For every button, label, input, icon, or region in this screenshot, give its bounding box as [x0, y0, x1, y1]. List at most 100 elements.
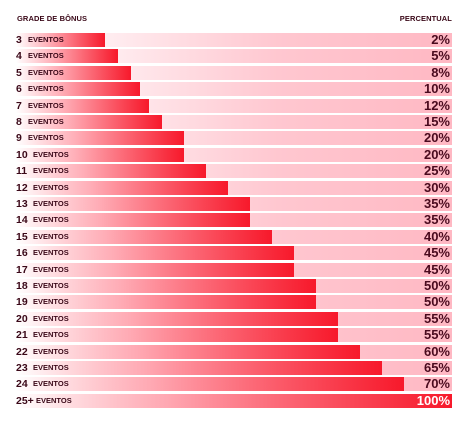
bonus-grade-number: 9 [16, 132, 22, 145]
bar-track [16, 49, 452, 64]
bar [16, 197, 250, 211]
events-label: EVENTOS [33, 297, 69, 307]
percentage-label: 2% [431, 32, 450, 47]
bar [16, 180, 228, 195]
bar-row: 15 EVENTOS 40% [16, 228, 452, 244]
bar [16, 279, 316, 293]
events-label: EVENTOS [33, 231, 69, 241]
events-label: EVENTOS [33, 264, 69, 274]
events-label: EVENTOS [28, 84, 64, 94]
bar [16, 262, 294, 277]
bar [16, 33, 105, 47]
bar-track [16, 33, 452, 47]
events-label: EVENTOS [36, 395, 72, 405]
events-label: EVENTOS [28, 35, 64, 44]
bar-row: 24 EVENTOS 70% [16, 376, 452, 392]
percentage-label: 15% [423, 114, 450, 129]
bar-row: 20 EVENTOS 55% [16, 310, 452, 326]
bonus-grade-number: 24 [16, 378, 28, 391]
bonus-grade-number: 12 [16, 181, 28, 194]
bar-row: 10 EVENTOS 20% [16, 146, 452, 162]
bonus-grade-number: 15 [16, 230, 28, 243]
bar-row: 11 EVENTOS 25% [16, 163, 452, 179]
bar [16, 115, 162, 129]
events-label: EVENTOS [33, 248, 69, 258]
bar [16, 82, 140, 97]
bar [16, 361, 382, 375]
bonus-grade-number: 6 [16, 83, 22, 96]
bonus-grade-number: 19 [16, 296, 28, 309]
bonus-grade-number: 23 [16, 362, 28, 374]
bonus-grade-number: 11 [16, 165, 28, 178]
percentage-label: 50% [423, 294, 450, 310]
percentage-label: 70% [423, 376, 450, 392]
bar [16, 65, 131, 80]
percentage-label: 20% [423, 146, 450, 162]
bar [16, 377, 404, 392]
events-label: EVENTOS [33, 215, 69, 225]
bonus-grade-number: 20 [16, 312, 28, 325]
bar [16, 295, 316, 310]
bonus-grade-number: 18 [16, 280, 28, 292]
percentage-label: 55% [423, 327, 450, 343]
events-label: EVENTOS [28, 117, 64, 126]
events-label: EVENTOS [33, 363, 69, 372]
percentage-label: 40% [423, 228, 450, 244]
bar [16, 311, 338, 326]
percentage-label: 20% [423, 130, 450, 146]
bar-row: 23 EVENTOS 65% [16, 361, 452, 375]
bonus-grade-number: 16 [16, 247, 28, 260]
bonus-grade-number: 25+ [16, 394, 34, 407]
bonus-grade-number: 4 [16, 50, 22, 63]
percentage-label: 30% [423, 179, 450, 195]
bonus-grade-number: 17 [16, 263, 28, 276]
bar-row: 7 EVENTOS 12% [16, 98, 452, 113]
percentage-label: 10% [423, 81, 450, 97]
bar-row: 18 EVENTOS 50% [16, 279, 452, 293]
bar-row: 6 EVENTOS 10% [16, 81, 452, 97]
bar-row: 13 EVENTOS 35% [16, 197, 452, 211]
events-label: EVENTOS [28, 133, 64, 143]
events-label: EVENTOS [28, 51, 64, 61]
percentage-label: 100% [416, 392, 450, 408]
bar-row: 19 EVENTOS 50% [16, 294, 452, 310]
bar-row: 3 EVENTOS 2% [16, 33, 452, 47]
bar-row: 21 EVENTOS 55% [16, 327, 452, 343]
bar-row: 4 EVENTOS 5% [16, 48, 452, 64]
bar-row: 9 EVENTOS 20% [16, 130, 452, 146]
events-label: EVENTOS [33, 199, 69, 208]
percentage-label: 50% [423, 278, 450, 293]
bonus-grade-number: 5 [16, 66, 22, 79]
events-label: EVENTOS [33, 379, 69, 389]
bonus-grade-number: 22 [16, 345, 28, 358]
events-label: EVENTOS [33, 182, 69, 192]
bar-row: 16 EVENTOS 45% [16, 246, 452, 261]
bar [16, 344, 360, 359]
bar [16, 229, 272, 244]
events-label: EVENTOS [33, 346, 69, 356]
bar [16, 213, 250, 228]
percentage-label: 25% [423, 163, 450, 179]
bar-row: 17 EVENTOS 45% [16, 262, 452, 277]
percentage-label: 35% [423, 196, 450, 211]
bonus-grade-number: 3 [16, 34, 22, 46]
bar-row: 5 EVENTOS 8% [16, 65, 452, 80]
events-label: EVENTOS [33, 313, 69, 323]
bonus-grade-number: 10 [16, 148, 28, 161]
events-label: EVENTOS [33, 281, 69, 290]
bonus-grade-number: 14 [16, 214, 28, 227]
bar-row: 14 EVENTOS 35% [16, 213, 452, 228]
percentage-label: 65% [423, 360, 450, 375]
events-label: EVENTOS [33, 330, 69, 340]
events-label: EVENTOS [28, 100, 64, 110]
column-header-percentage: PERCENTUAL [399, 14, 452, 23]
events-label: EVENTOS [28, 67, 64, 77]
bar [16, 98, 149, 113]
bar-row: 22 EVENTOS 60% [16, 344, 452, 359]
bar [16, 131, 184, 146]
column-header-bonus-grade: GRADE DE BÔNUS [17, 14, 88, 23]
bar-row: 12 EVENTOS 30% [16, 179, 452, 195]
percentage-label: 5% [431, 48, 450, 64]
percentage-label: 55% [423, 310, 450, 326]
events-label: EVENTOS [33, 149, 69, 159]
